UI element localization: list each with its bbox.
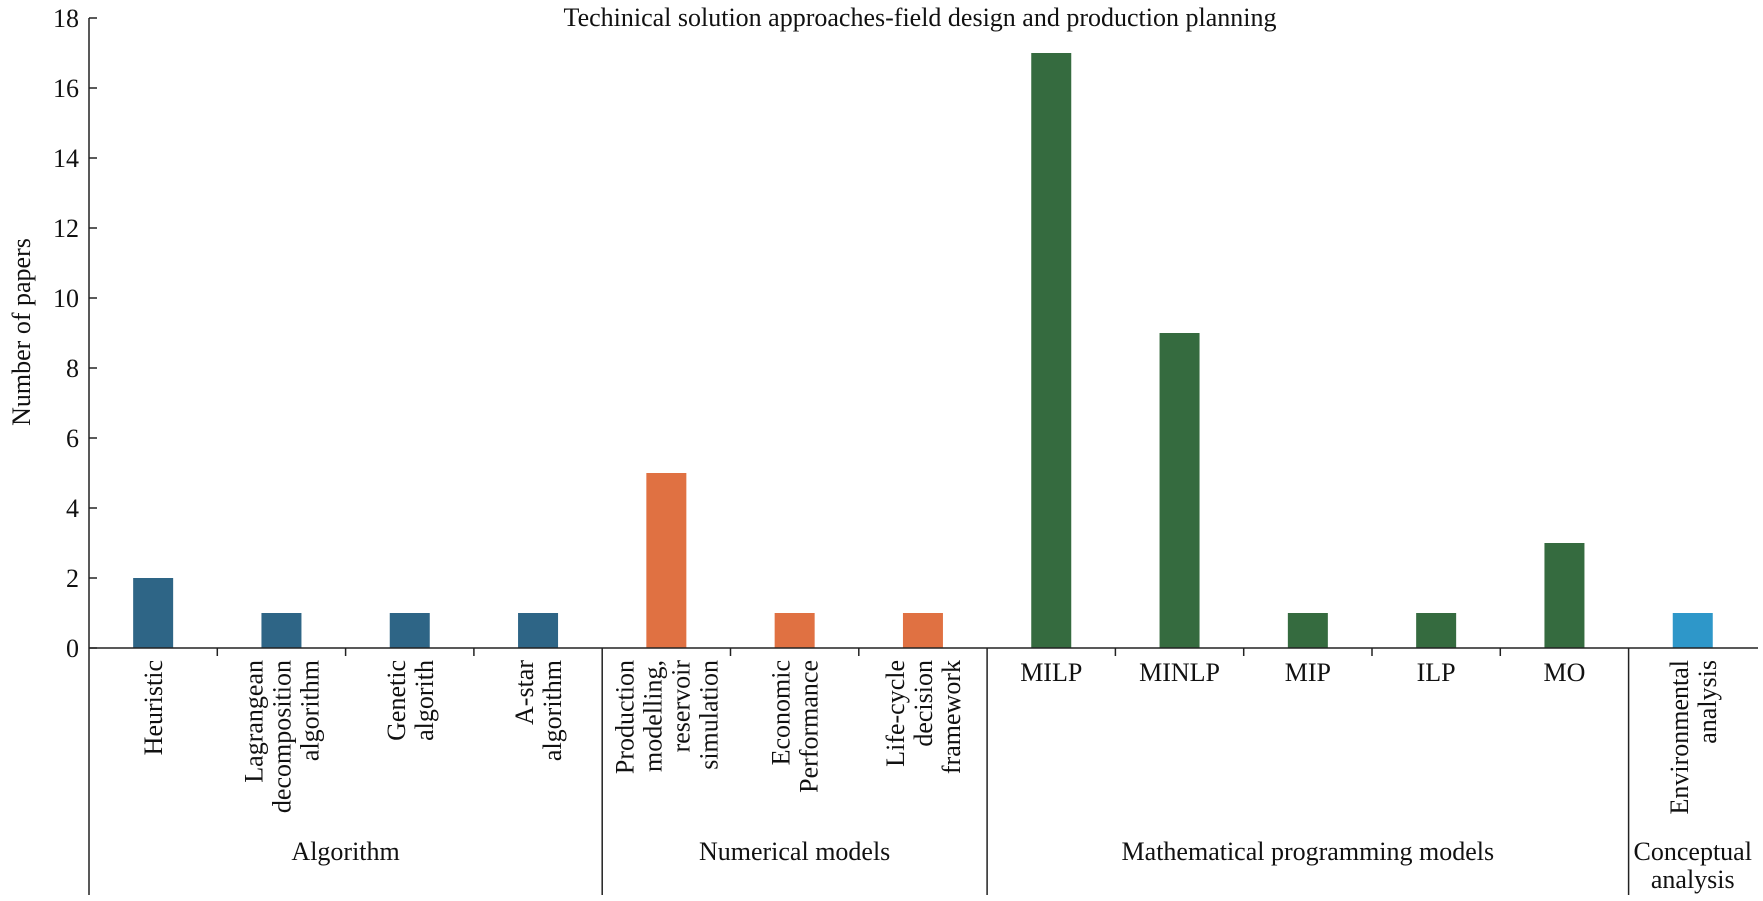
y-tick-label: 2 bbox=[66, 564, 79, 593]
bar-lagrangean-decomposition-algorithm bbox=[261, 613, 302, 648]
x-tick-label-heuristic: Heuristic bbox=[139, 660, 168, 755]
x-tick-label-a-star-algorithm: A-staralgorithm bbox=[510, 660, 567, 761]
y-tick-label: 6 bbox=[66, 424, 79, 453]
bar-life-cycle-decision-framework bbox=[902, 613, 943, 648]
x-tick-label-genetic-algorith: Geneticalgorith bbox=[382, 660, 439, 741]
x-tick-label-mo: MO bbox=[1543, 658, 1585, 687]
y-tick-label: 0 bbox=[66, 634, 79, 663]
x-tick-label-economic-performance: EconomicPerformance bbox=[767, 660, 824, 793]
y-axis-label: Number of papers bbox=[7, 238, 36, 426]
x-tick-label-mip: MIP bbox=[1285, 658, 1331, 687]
chart-title: Techinical solution approaches-field des… bbox=[564, 3, 1277, 32]
x-tick-label-environmental-analysis: Environmentalanalysis bbox=[1665, 660, 1722, 815]
bar-heuristic bbox=[133, 578, 174, 648]
bar-a-star-algorithm bbox=[518, 613, 559, 648]
group-label-algorithm: Algorithm bbox=[291, 837, 399, 866]
bar-production-modelling-reservoir-simulation bbox=[646, 473, 687, 648]
y-tick-label: 16 bbox=[53, 74, 79, 103]
bar-mo bbox=[1544, 543, 1585, 648]
y-tick-label: 12 bbox=[53, 214, 79, 243]
y-tick-label: 8 bbox=[66, 354, 79, 383]
bar-ilp bbox=[1416, 613, 1457, 648]
bar-environmental-analysis bbox=[1672, 613, 1713, 648]
x-tick-label-lagrangean-decomposition-algorithm: Lagrangeandecompositionalgorithm bbox=[239, 660, 324, 813]
group-label-conceptual-analysis: Conceptual analysis bbox=[1634, 837, 1752, 894]
bar-economic-performance bbox=[774, 613, 815, 648]
x-tick-label-ilp: ILP bbox=[1417, 658, 1456, 687]
x-tick-label-minlp: MINLP bbox=[1139, 658, 1220, 687]
x-tick-label-life-cycle-decision-framework: Life-cycledecisionframework bbox=[881, 660, 966, 774]
y-tick-label: 4 bbox=[66, 494, 79, 523]
y-tick-label: 14 bbox=[53, 144, 79, 173]
x-axis: Heuristic Lagrangeandecompositionalgorith… bbox=[88, 647, 1758, 895]
x-tick-label-production-modelling-reservoir-simulation: Productionmodelling,reservoirsimulation bbox=[610, 660, 723, 774]
group-label-mathematical-programming-models: Mathematical programming models bbox=[1122, 837, 1495, 866]
group-label-numerical-models: Numerical models bbox=[699, 837, 890, 866]
bar-genetic-algorith bbox=[389, 613, 430, 648]
bar-minlp bbox=[1159, 333, 1200, 648]
y-tick-label: 18 bbox=[53, 4, 79, 33]
y-axis: 0 2 4 6 8 10 12 14 16 18 bbox=[53, 4, 97, 663]
bar-milp bbox=[1031, 53, 1072, 648]
bar-mip bbox=[1287, 613, 1328, 648]
bars bbox=[133, 53, 1713, 648]
x-tick-label-milp: MILP bbox=[1020, 658, 1082, 687]
y-tick-label: 10 bbox=[53, 284, 79, 313]
